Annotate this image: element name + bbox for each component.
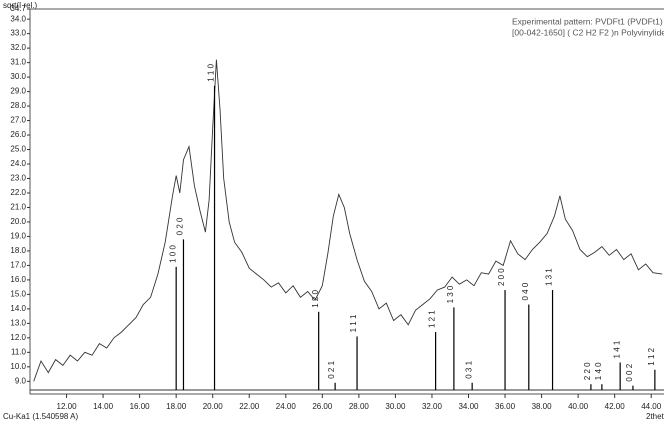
- y-tick-label: 25.0: [10, 145, 26, 154]
- y-tick-label: 12.0: [10, 333, 26, 342]
- y-tick-label: 19.0: [10, 232, 26, 241]
- hkl-label: 0 0 2: [625, 363, 634, 381]
- x-tick-label: 38.00: [532, 402, 553, 411]
- y-tick-label: 34.0: [10, 14, 26, 23]
- y-tick-label: 28.0: [10, 101, 26, 110]
- x-tick-label: 24.00: [276, 402, 297, 411]
- hkl-label: 1 0 0: [168, 245, 177, 263]
- x-tick-label: 18.00: [166, 402, 187, 411]
- y-tick-label: 33.0: [10, 29, 26, 38]
- y-tick-label: 34.7: [10, 4, 26, 13]
- y-tick-label: 10.0: [10, 362, 26, 371]
- x-tick-label: 16.00: [130, 402, 151, 411]
- x-tick-label: 42.00: [605, 402, 626, 411]
- x-tick-label: 20.00: [203, 402, 224, 411]
- hkl-label: 1 1 2: [647, 347, 656, 365]
- hkl-label: 0 2 0: [176, 217, 185, 235]
- hkl-label: 1 3 0: [446, 285, 455, 303]
- hkl-label: 1 1 0: [207, 63, 216, 81]
- x-tick-label: 28.00: [349, 402, 370, 411]
- y-tick-label: 20.0: [10, 217, 26, 226]
- x-tick-label: 22.00: [239, 402, 260, 411]
- y-tick-label: 14.0: [10, 304, 26, 313]
- legend-entry: [00-042-1650] ( C2 H2 F2 )n Polyvinylide…: [512, 27, 664, 37]
- y-tick-label: 29.0: [10, 87, 26, 96]
- hkl-label: 2 0 0: [497, 268, 506, 286]
- hkl-label: 1 4 0: [594, 362, 603, 380]
- hkl-label: 1 1 1: [349, 314, 358, 332]
- x-tick-label: 32.00: [422, 402, 443, 411]
- footnote: Cu-Ka1 (1.540598 A): [3, 412, 78, 421]
- y-tick-label: 21.0: [10, 203, 26, 212]
- y-tick-label: 27.0: [10, 116, 26, 125]
- x-tick-label: 26.00: [312, 402, 333, 411]
- hkl-label: 0 2 1: [327, 360, 336, 378]
- y-tick-label: 9.0: [15, 376, 27, 385]
- plot-frame: [29, 8, 664, 395]
- hkl-label: 0 3 1: [464, 360, 473, 378]
- y-tick-label: 22.0: [10, 188, 26, 197]
- y-tick-label: 13.0: [10, 318, 26, 327]
- hkl-label: 1 3 1: [545, 268, 554, 286]
- x-axis-label: 2theta: [646, 412, 664, 421]
- y-tick-label: 32.0: [10, 43, 26, 52]
- y-tick-label: 18.0: [10, 246, 26, 255]
- x-tick-label: 12.00: [57, 402, 78, 411]
- y-tick-label: 15.0: [10, 289, 26, 298]
- y-tick-label: 23.0: [10, 174, 26, 183]
- y-tick-label: 16.0: [10, 275, 26, 284]
- legend-entry: Experimental pattern: PVDFt1 (PVDFt1): [512, 16, 663, 26]
- pattern-line: [33, 59, 663, 382]
- y-tick-label: 24.0: [10, 159, 26, 168]
- hkl-label: 2 2 0: [583, 362, 592, 380]
- x-tick-label: 36.00: [495, 402, 516, 411]
- x-tick-label: 34.00: [458, 402, 479, 411]
- hkl-label: 0 4 0: [521, 282, 530, 300]
- y-tick-label: 17.0: [10, 261, 26, 270]
- x-tick-label: 30.00: [385, 402, 406, 411]
- x-tick-label: 14.00: [93, 402, 114, 411]
- y-tick-label: 11.0: [11, 347, 27, 356]
- hkl-label: 1 4 1: [612, 340, 621, 358]
- x-tick-label: 44.00: [641, 402, 662, 411]
- hkl-label: 1 2 0: [311, 289, 320, 307]
- y-tick-label: 30.0: [10, 72, 26, 81]
- x-tick-label: 40.00: [568, 402, 589, 411]
- y-tick-label: 26.0: [10, 130, 26, 139]
- y-axis-label: sqrt(I rel.): [3, 1, 38, 10]
- hkl-label: 1 2 1: [428, 310, 437, 328]
- y-tick-label: 31.0: [10, 58, 26, 67]
